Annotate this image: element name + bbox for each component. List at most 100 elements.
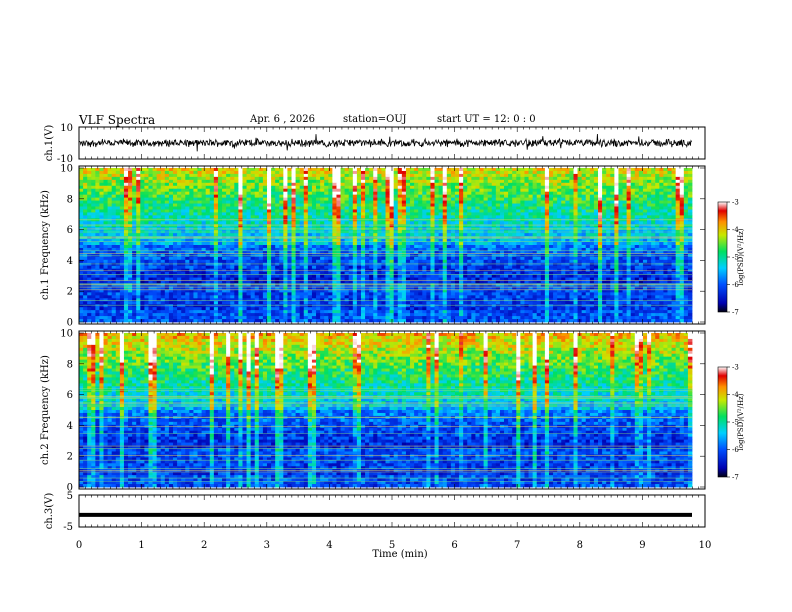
spectrogram-cell: [262, 256, 268, 261]
spectrogram-cell: [128, 182, 133, 187]
spectrogram-cell: [279, 245, 284, 249]
spectrogram-cell: [189, 206, 194, 210]
spectrogram-cell: [279, 247, 284, 252]
spectrogram-cell: [622, 176, 628, 181]
spectrogram-cell: [140, 256, 145, 261]
spectrogram-cell: [577, 259, 583, 264]
spectrogram-cell: [393, 239, 399, 243]
spectrogram-cell: [499, 188, 505, 193]
spectrogram-cell: [283, 209, 288, 213]
spectrogram-cell: [250, 242, 256, 246]
spectrogram-cell: [401, 170, 407, 175]
spectrogram-cell: [185, 176, 190, 181]
spectrogram-cell: [508, 170, 513, 175]
spectrogram-cell: [630, 250, 636, 255]
spectrogram-cell: [156, 203, 162, 207]
spectrogram-cell: [271, 170, 276, 175]
spectrogram-cell: [295, 239, 301, 243]
spectrogram-cell: [181, 233, 186, 237]
spectrogram-cell: [626, 191, 632, 196]
spectrogram-cell: [663, 200, 668, 204]
spectrogram-cell: [189, 200, 194, 204]
spectrogram-cell: [144, 197, 149, 201]
spectrogram-cell: [79, 191, 84, 196]
spectrogram-cell: [119, 179, 125, 184]
spectrogram-cell: [205, 239, 211, 243]
spectrogram-cell: [140, 250, 145, 255]
spectrogram-cell: [258, 242, 264, 246]
spectrogram-cell: [405, 173, 411, 178]
spectrogram-cell: [442, 247, 448, 252]
spectrogram-cell: [642, 259, 648, 264]
spectrogram-cell: [226, 176, 231, 181]
spectrogram-cell: [365, 224, 370, 228]
spectrogram-cell: [328, 191, 333, 196]
spectrogram-cell: [320, 182, 325, 187]
spectrogram-cell: [618, 245, 623, 249]
spectrogram-cell: [95, 256, 100, 261]
spectrogram-cell: [271, 182, 276, 187]
spectrogram-cell: [389, 179, 395, 184]
spectrogram-cell: [536, 200, 542, 204]
spectrogram-cell: [172, 176, 178, 181]
spectrogram-cell: [687, 212, 693, 216]
spectrogram-cell: [626, 259, 632, 264]
spectrogram-cell: [577, 250, 583, 255]
spectrogram-cell: [299, 221, 305, 225]
spectrogram-cell: [630, 247, 636, 252]
spectrogram-cell: [209, 197, 215, 201]
spectrogram-cell: [87, 173, 92, 178]
spectrogram-cell: [95, 185, 100, 190]
spectrogram-cell: [213, 259, 219, 264]
spectrogram-cell: [348, 239, 354, 243]
spectrogram-cell: [585, 262, 591, 267]
spectrogram-cell: [671, 250, 677, 255]
spectrogram-cell: [569, 168, 574, 172]
spectrogram-cell: [434, 242, 440, 246]
spectrogram-cell: [99, 173, 104, 178]
spectrogram-cell: [189, 173, 194, 178]
spectrogram-cell: [495, 262, 501, 267]
spectrogram-cell: [385, 247, 390, 252]
spectrogram-cell: [177, 212, 182, 216]
spectrogram-cell: [536, 224, 542, 228]
spectrogram-cell: [99, 179, 104, 184]
spectrogram-cell: [687, 262, 693, 267]
spectrogram-cell: [385, 245, 390, 249]
spectrogram-cell: [687, 247, 693, 252]
spectrogram-cell: [164, 239, 170, 243]
spectrogram-cell: [107, 170, 113, 175]
spectrogram-cell: [95, 203, 100, 207]
spectrogram-cell: [589, 168, 595, 172]
spectrogram-cell: [553, 250, 558, 255]
spectrogram-cell: [262, 194, 268, 199]
spectrogram-cell: [504, 206, 509, 210]
spectrogram-cell: [115, 185, 121, 190]
spectrogram-cell: [454, 170, 460, 175]
spectrogram-cell: [524, 185, 529, 190]
spectrogram-cell: [671, 212, 677, 216]
spectrogram-cell: [483, 203, 489, 207]
spectrogram-cell: [602, 182, 607, 187]
spectrogram-cell: [103, 170, 109, 175]
spectrogram-cell: [622, 191, 628, 196]
spectrogram-cell: [352, 256, 358, 261]
spectrogram-cell: [307, 191, 313, 196]
spectrogram-cell: [638, 212, 644, 216]
spectrogram-cell: [516, 209, 521, 213]
spectrogram-cell: [279, 200, 284, 204]
spectrogram-cell: [454, 247, 460, 252]
spectrogram-cell: [418, 221, 423, 225]
spectrogram-cell: [385, 242, 390, 246]
spectrogram-cell: [536, 245, 542, 249]
spectrogram-cell: [83, 256, 88, 261]
spectrogram-cell: [410, 239, 415, 243]
spectrogram-cell: [573, 182, 578, 187]
spectrogram-cell: [242, 206, 247, 210]
spectrogram-cell: [91, 188, 96, 193]
spectrogram-cell: [499, 239, 505, 243]
spectrogram-cell: [610, 247, 615, 252]
spectrogram-cell: [589, 221, 595, 225]
spectrogram-cell: [434, 247, 440, 252]
spectrogram-cell: [348, 212, 354, 216]
